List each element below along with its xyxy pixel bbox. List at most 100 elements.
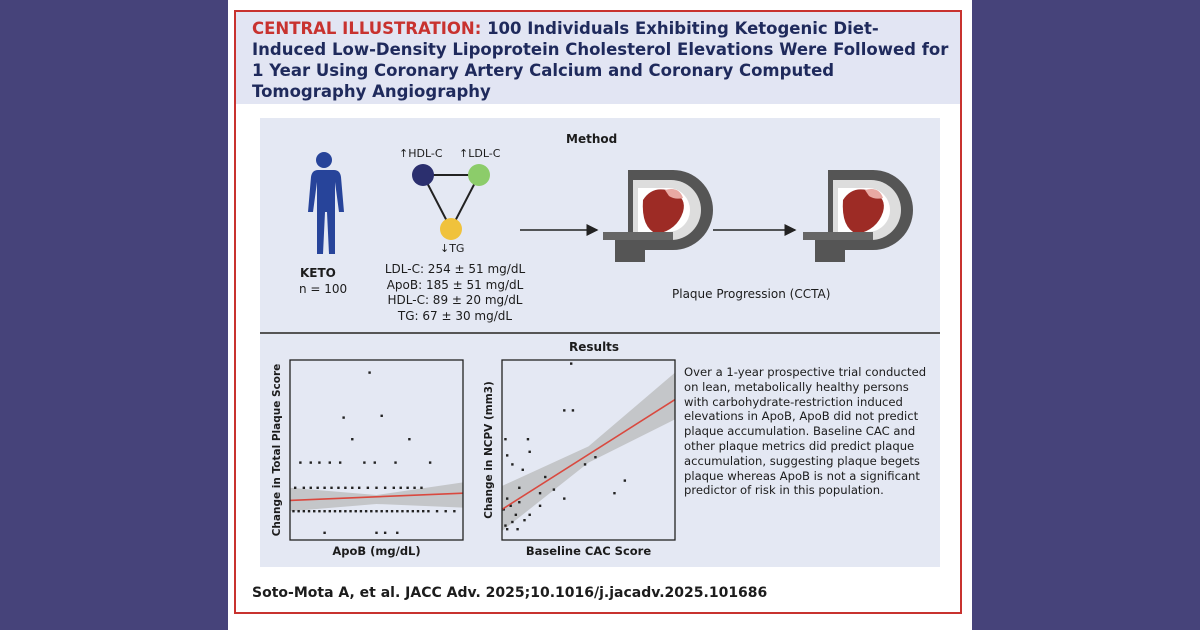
data-point <box>571 409 575 412</box>
data-point <box>392 486 395 489</box>
data-point <box>307 510 311 513</box>
data-point <box>351 438 354 441</box>
data-point <box>318 510 321 513</box>
cohort-n: n = 100 <box>299 282 348 296</box>
data-point <box>330 486 333 489</box>
data-point <box>518 501 521 504</box>
lipid-diagram <box>412 164 490 240</box>
data-point <box>523 519 526 522</box>
data-point <box>380 414 383 417</box>
title-text: 100 Individuals Exhibiting Ketogenic Die… <box>252 19 949 101</box>
trend-line <box>289 492 464 502</box>
data-point <box>344 486 347 489</box>
data-point <box>428 461 432 464</box>
data-point <box>323 531 326 534</box>
data-point <box>505 454 509 457</box>
data-point <box>354 510 357 513</box>
data-point <box>383 531 387 534</box>
data-point <box>408 438 411 441</box>
trend-line <box>501 398 676 511</box>
hdl-label: ↑HDL-C <box>399 147 443 160</box>
data-point <box>516 528 519 531</box>
data-point <box>309 486 312 489</box>
data-point <box>435 510 439 513</box>
data-point <box>411 510 415 513</box>
title-label: CENTRAL ILLUSTRATION: <box>252 19 482 38</box>
chart: Baseline CAC Score Change in NCPV (mm3) <box>483 359 676 558</box>
cohort-label: KETO <box>300 266 336 280</box>
data-point <box>359 510 363 513</box>
data-point <box>526 438 530 441</box>
data-point <box>518 486 521 489</box>
ccta-label: Plaque Progression (CCTA) <box>672 287 831 301</box>
data-point <box>538 504 542 507</box>
plot-area <box>290 360 463 540</box>
x-axis-label: ApoB (mg/dL) <box>332 544 420 558</box>
data-point <box>505 528 509 531</box>
data-point <box>351 486 354 489</box>
data-point <box>570 362 573 365</box>
title-bar <box>236 12 960 104</box>
data-point <box>390 510 394 513</box>
data-point <box>313 510 316 513</box>
data-point <box>309 461 312 464</box>
confidence-band <box>502 372 675 531</box>
data-point <box>323 486 326 489</box>
stat-line: TG: 67 ± 30 mg/dL <box>397 308 513 323</box>
data-point <box>396 510 399 513</box>
data-point <box>318 461 321 464</box>
data-point <box>293 486 297 489</box>
data-point <box>502 508 505 511</box>
data-point <box>514 513 518 516</box>
data-point <box>349 510 352 513</box>
data-point <box>373 461 376 464</box>
data-point <box>375 531 378 534</box>
data-point <box>563 409 566 412</box>
data-point <box>623 479 627 482</box>
data-point <box>594 456 597 459</box>
data-point <box>406 510 409 513</box>
title: CENTRAL ILLUSTRATION: 100 Individuals Ex… <box>252 18 952 102</box>
data-point <box>453 510 456 513</box>
data-point <box>504 524 507 527</box>
data-point <box>328 510 331 513</box>
data-point <box>583 463 587 466</box>
data-point <box>505 497 509 500</box>
results-heading: Results <box>569 340 620 354</box>
stat-line: HDL-C: 89 ± 20 mg/dL <box>387 293 523 307</box>
data-point <box>383 486 387 489</box>
y-axis-label: Change in NCPV (mm3) <box>483 381 495 519</box>
x-axis-label: Baseline CAC Score <box>526 544 651 558</box>
data-point <box>552 488 556 491</box>
ccta-scanners <box>520 170 913 262</box>
data-point <box>316 486 319 489</box>
data-point <box>538 492 542 495</box>
data-point <box>420 486 423 489</box>
person-icon <box>308 152 344 254</box>
ldl-label: ↑LDL-C <box>459 147 501 160</box>
plot-border <box>289 359 464 541</box>
data-point <box>413 486 416 489</box>
data-point <box>396 531 399 534</box>
data-point <box>337 486 340 489</box>
data-point <box>563 497 566 500</box>
data-point <box>338 510 342 513</box>
lipid-stats: LDL-C: 254 ± 51 mg/dL ApoB: 185 ± 51 mg/… <box>360 262 550 324</box>
data-point <box>368 371 371 374</box>
y-axis-label: Change in Total Plaque Score <box>271 364 283 537</box>
data-point <box>328 461 331 464</box>
data-point <box>323 510 326 513</box>
data-point <box>344 510 347 513</box>
data-point <box>406 486 409 489</box>
data-point <box>385 510 389 513</box>
data-point <box>299 461 302 464</box>
data-point <box>444 510 447 513</box>
data-point <box>363 461 366 464</box>
data-point <box>380 510 383 513</box>
data-point <box>528 450 531 453</box>
data-point <box>302 510 306 513</box>
data-point <box>509 504 512 507</box>
data-point <box>401 510 404 513</box>
data-point <box>613 492 616 495</box>
